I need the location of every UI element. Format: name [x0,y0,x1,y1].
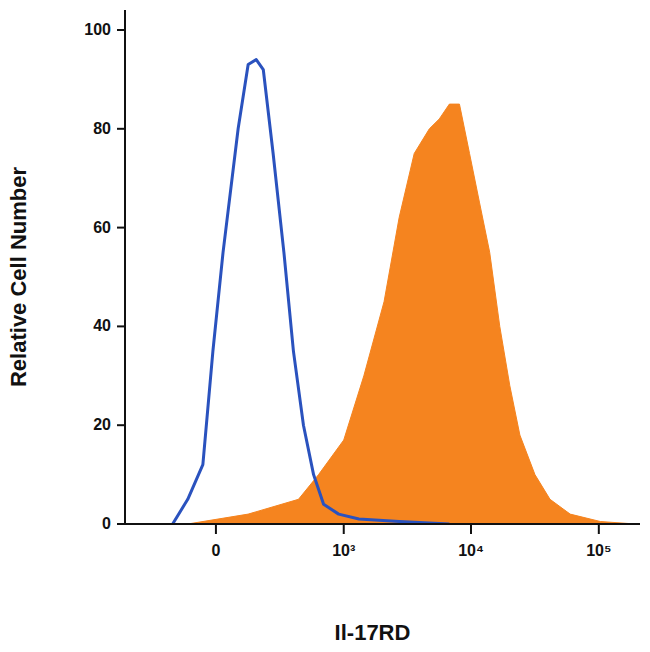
x-tick [215,524,217,534]
y-tick-label: 20 [93,416,111,433]
chart: 0 10³ 10⁴ 10⁵ 0 20 40 60 80 100 Il-17RD Relative Ce… [0,0,650,652]
y-tick [117,227,125,229]
x-tick-label: 0 [211,542,220,559]
x-tick [343,524,345,534]
x-tick-label: 10⁴ [458,542,484,559]
y-tick-label: 40 [93,317,111,334]
y-tick-label: 60 [93,219,111,236]
x-axis-line [125,523,640,525]
y-tick [117,424,125,426]
y-tick [117,29,125,31]
x-tick-label: 10³ [332,542,355,559]
y-tick [117,325,125,327]
area-series [188,104,636,524]
plot-area [173,60,636,524]
y-tick [117,523,125,525]
y-tick-label: 0 [102,515,111,532]
y-tick [117,128,125,130]
y-tick-label: 80 [93,120,111,137]
x-axis-label: Il-17RD [335,620,411,645]
x-tick [598,524,600,534]
y-axis-line [124,10,126,524]
y-tick-label: 100 [84,21,111,38]
line-series [173,60,450,524]
y-axis-label: Relative Cell Number [6,167,31,388]
x-tick [470,524,472,534]
x-tick-label: 10⁵ [586,542,611,559]
